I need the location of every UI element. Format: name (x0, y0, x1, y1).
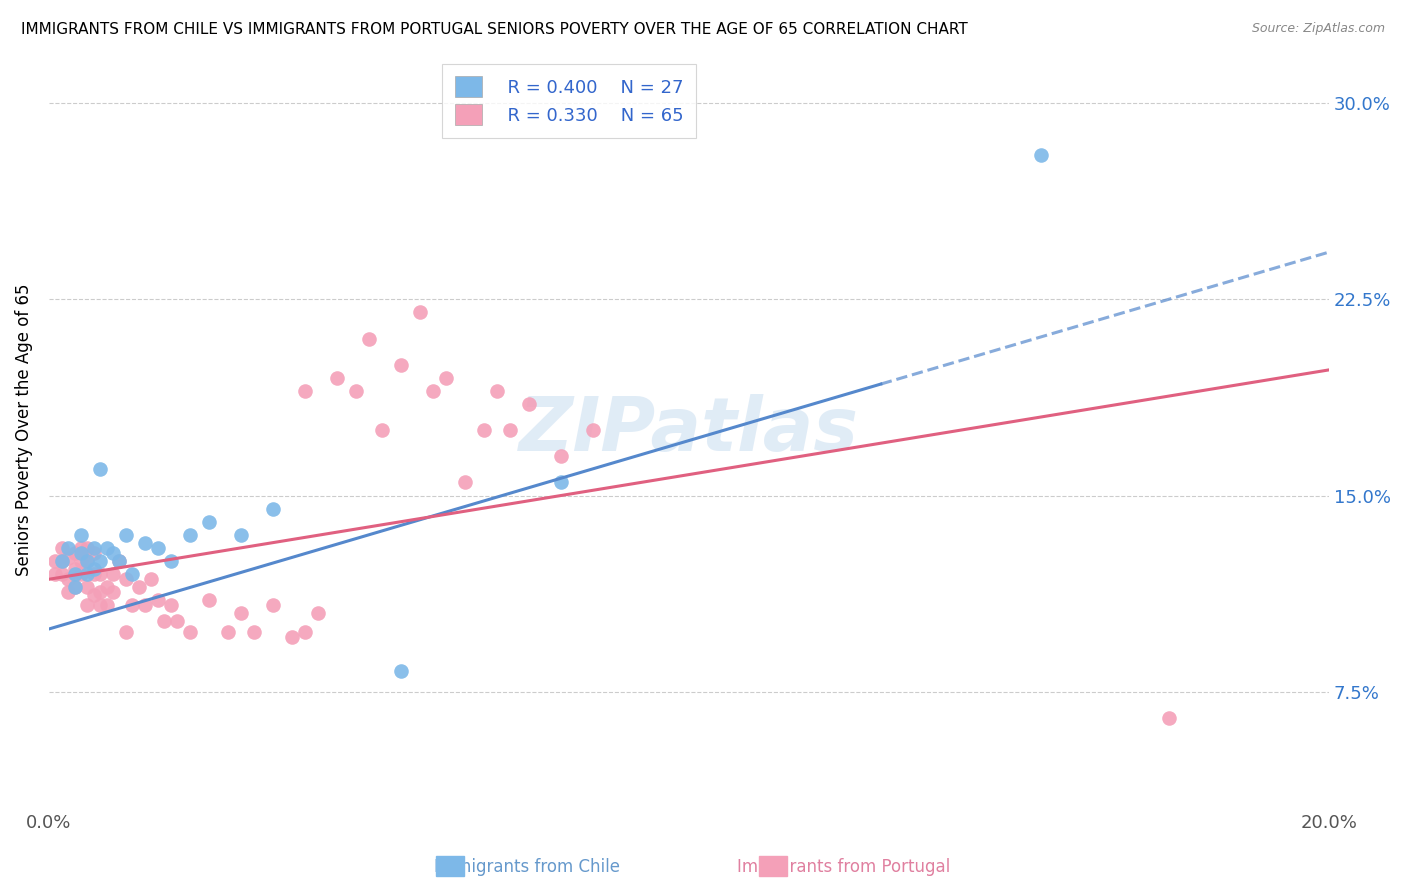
Point (70, 528, 93, 542)
Point (56, 541, 79, 555)
Text: Immigrants from Portugal: Immigrants from Portugal (737, 858, 950, 876)
Point (83, 546, 105, 560)
Point (370, 423, 392, 437)
Point (89, 585, 111, 599)
Point (121, 599, 143, 613)
Point (357, 332, 380, 346)
Point (89, 567, 111, 582)
Text: Immigrants from Chile: Immigrants from Chile (434, 858, 620, 876)
Point (326, 371, 349, 385)
Point (159, 599, 181, 613)
Text: IMMIGRANTS FROM CHILE VS IMMIGRANTS FROM PORTUGAL SENIORS POVERTY OVER THE AGE O: IMMIGRANTS FROM CHILE VS IMMIGRANTS FROM… (21, 22, 967, 37)
Point (454, 475, 477, 490)
Point (550, 475, 572, 490)
Point (198, 593, 221, 607)
Point (76, 541, 98, 555)
Point (166, 614, 188, 628)
Point (56, 551, 79, 566)
Point (96, 580, 118, 594)
Point (76, 554, 98, 568)
Point (63, 562, 86, 576)
Point (89, 462, 111, 476)
Point (101, 546, 124, 560)
Point (63, 546, 86, 560)
Point (1029, 148, 1052, 162)
Point (70, 567, 93, 582)
Point (146, 593, 169, 607)
Point (472, 423, 495, 437)
Point (294, 624, 316, 639)
Point (517, 397, 540, 411)
Point (141, 572, 163, 586)
Point (134, 599, 156, 613)
Point (217, 624, 239, 639)
Point (76, 554, 98, 568)
Point (134, 535, 156, 549)
Point (128, 580, 150, 594)
Point (76, 599, 98, 613)
Point (262, 501, 284, 516)
Point (96, 541, 118, 555)
Point (56, 572, 79, 586)
Point (179, 528, 201, 542)
Point (121, 567, 143, 582)
Point (96, 599, 118, 613)
Point (83, 562, 105, 576)
Point (159, 554, 181, 568)
Point (550, 450, 572, 464)
Point (229, 607, 252, 621)
Point (101, 567, 124, 582)
Point (70, 541, 93, 555)
Point (70, 554, 93, 568)
Point (56, 585, 79, 599)
Point (229, 528, 252, 542)
Point (51, 554, 73, 568)
Legend:   R = 0.400    N = 27,   R = 0.330    N = 65: R = 0.400 N = 27, R = 0.330 N = 65 (441, 63, 696, 137)
Point (389, 358, 412, 372)
Point (409, 305, 432, 319)
Text: Source: ZipAtlas.com: Source: ZipAtlas.com (1251, 22, 1385, 36)
Point (294, 384, 316, 398)
Point (108, 554, 131, 568)
Point (499, 423, 522, 437)
Point (1157, 711, 1180, 725)
Point (51, 567, 73, 582)
Point (114, 528, 136, 542)
Point (63, 580, 86, 594)
Point (262, 599, 284, 613)
Point (307, 607, 329, 621)
Point (422, 384, 444, 398)
Point (281, 630, 304, 644)
Point (89, 599, 111, 613)
Point (153, 614, 176, 628)
Point (146, 541, 169, 555)
Point (83, 541, 105, 555)
Point (344, 384, 367, 398)
Point (242, 624, 264, 639)
Point (179, 624, 201, 639)
Point (198, 515, 221, 529)
Point (76, 567, 98, 582)
Point (108, 554, 131, 568)
Point (114, 572, 136, 586)
Point (89, 554, 111, 568)
Point (63, 567, 86, 582)
Point (434, 371, 457, 385)
Point (101, 585, 124, 599)
Point (44, 554, 66, 568)
Point (70, 546, 93, 560)
Point (114, 624, 136, 639)
Point (51, 554, 73, 568)
Point (76, 580, 98, 594)
Point (83, 567, 105, 582)
Point (83, 588, 105, 602)
Point (63, 580, 86, 594)
Point (582, 423, 605, 437)
Point (485, 384, 508, 398)
Y-axis label: Seniors Poverty Over the Age of 65: Seniors Poverty Over the Age of 65 (15, 284, 32, 576)
Point (51, 541, 73, 555)
Point (389, 664, 412, 678)
Point (44, 567, 66, 582)
Text: ZIPatlas: ZIPatlas (519, 393, 859, 467)
